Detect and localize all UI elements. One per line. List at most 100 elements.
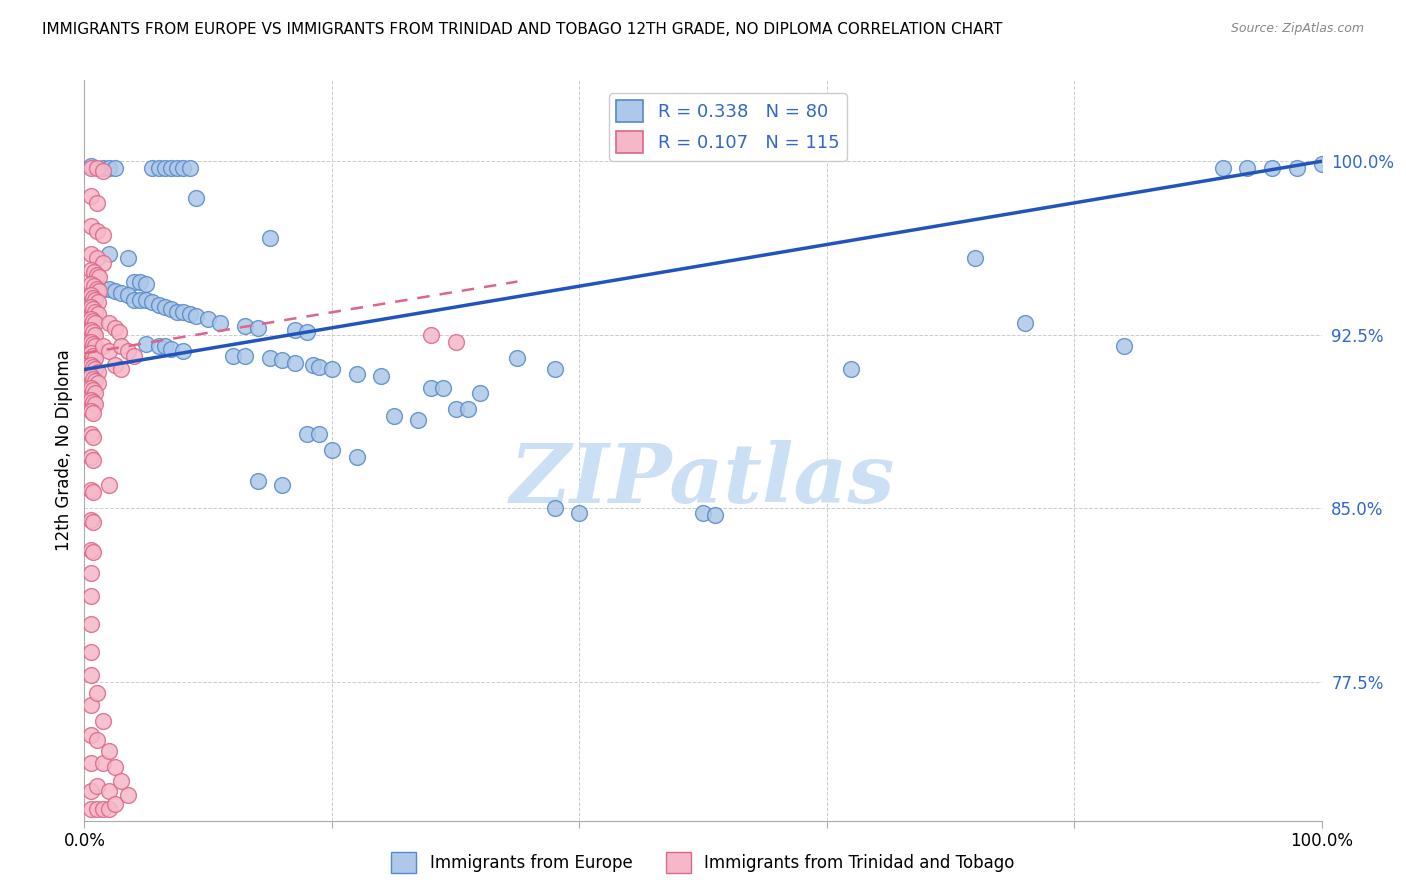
Point [135,337,157,351]
Point [184,191,207,205]
Point [79,617,101,632]
Point [1285,161,1308,176]
Point [86,224,108,238]
Point [82,314,104,328]
Point [79,698,101,712]
Point [83,265,105,279]
Point [89,284,111,298]
Point [82,452,104,467]
Point [86,779,108,793]
Point [79,311,101,326]
Point [84,339,107,353]
Point [79,392,101,407]
Point [135,293,157,307]
Point [91,281,114,295]
Point [79,783,101,797]
Point [259,230,281,244]
Point [83,279,105,293]
Point [79,427,101,442]
Point [79,589,101,603]
Point [79,450,101,465]
Point [91,802,114,816]
Point [321,362,343,376]
Point [271,353,294,368]
Point [166,304,188,318]
Point [160,161,183,176]
Point [91,228,114,243]
Point [419,327,441,342]
Point [321,443,343,458]
Point [79,346,101,360]
Point [122,293,145,307]
Point [104,284,127,298]
Text: Source: ZipAtlas.com: Source: ZipAtlas.com [1230,22,1364,36]
Point [79,513,101,527]
Point [91,161,114,176]
Point [160,342,183,356]
Point [82,337,104,351]
Point [82,372,104,386]
Point [84,327,107,342]
Point [82,429,104,443]
Point [104,321,127,335]
Point [432,381,454,395]
Point [197,311,219,326]
Point [87,307,110,321]
Point [82,349,104,363]
Point [79,369,101,384]
Point [84,397,107,411]
Point [117,288,139,302]
Point [91,163,114,178]
Point [82,485,104,500]
Point [160,302,183,317]
Point [141,295,163,310]
Point [89,269,111,284]
Point [122,349,145,363]
Point [82,302,104,317]
Point [79,358,101,372]
Point [233,349,256,363]
Point [104,797,127,812]
Point [148,339,170,353]
Point [79,756,101,770]
Point [98,783,121,797]
Text: ZIPatlas: ZIPatlas [510,440,896,520]
Point [108,326,131,340]
Point [543,362,565,376]
Point [370,369,392,384]
Point [79,483,101,497]
Point [153,300,176,314]
Point [965,252,987,266]
Point [79,159,101,173]
Point [86,195,108,210]
Point [86,802,108,816]
Legend: R = 0.338   N = 80, R = 0.107   N = 115: R = 0.338 N = 80, R = 0.107 N = 115 [609,93,846,161]
Point [110,774,132,789]
Point [98,343,121,358]
Point [84,293,107,307]
Point [233,318,256,333]
Point [79,728,101,742]
Point [419,381,441,395]
Point [135,277,157,291]
Point [704,508,727,523]
Point [86,161,108,176]
Point [692,506,714,520]
Point [79,189,101,203]
Point [98,161,121,176]
Point [79,323,101,337]
Point [271,478,294,492]
Point [104,161,127,176]
Point [284,323,307,337]
Point [91,339,114,353]
Point [153,339,176,353]
Point [259,351,281,365]
Point [122,275,145,289]
Point [110,286,132,301]
Point [82,545,104,559]
Point [444,401,467,416]
Point [91,756,114,770]
Point [246,321,269,335]
Point [87,376,110,391]
Point [98,744,121,758]
